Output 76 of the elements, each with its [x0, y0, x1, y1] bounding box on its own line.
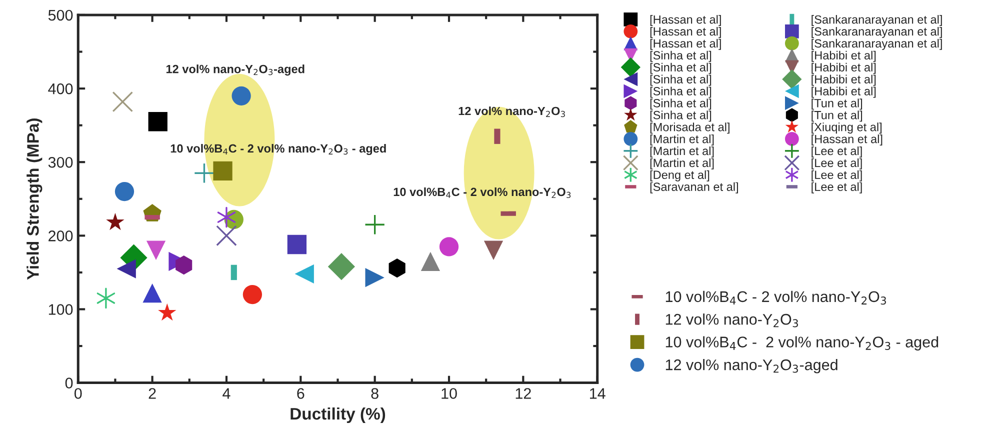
- legend-label: [Sinha et al]: [650, 110, 712, 122]
- legend-label: [Xiuqing et al]: [812, 122, 882, 134]
- point: [146, 240, 166, 260]
- point: [365, 268, 384, 288]
- point: [112, 91, 134, 112]
- legend-label: [Martin et al]: [650, 146, 714, 158]
- legend-label: 10 vol%B$_{4}$C - 2 vol% nano-Y$_{2}$O$_{3}$ - aged: [666, 336, 938, 350]
- x-tick-label: 8: [371, 388, 378, 399]
- point: [148, 112, 168, 132]
- x-tick-label: 12: [516, 388, 531, 399]
- legend-label: [Tun et al]: [812, 98, 862, 110]
- x-tick-label: 2: [148, 388, 156, 399]
- point: [158, 303, 176, 321]
- legend-label: [Sankaranarayanan et al]: [812, 38, 942, 50]
- legend-label: [Lee et al]: [812, 182, 862, 194]
- point: [232, 86, 251, 106]
- y-tick-label: 200: [48, 230, 73, 242]
- legend-label: [Martin et al]: [650, 134, 714, 146]
- legend-label: [Sinha et al]: [650, 74, 712, 86]
- y-tick-label: 100: [48, 304, 73, 315]
- legend-label: [Hassan et al]: [650, 15, 721, 26]
- legend-label: 12 vol% nano-Y$_{2}$O$_{3}$-aged: [666, 359, 838, 374]
- point: [213, 161, 232, 180]
- point: [176, 256, 192, 275]
- legend-label: [Morisada et al]: [650, 122, 730, 134]
- point: [217, 206, 236, 228]
- point: [287, 234, 307, 254]
- legend-label: [Deng et al]: [650, 170, 710, 182]
- y-tick-label: 400: [48, 83, 73, 94]
- legend-label: [Sinha et al]: [650, 62, 712, 74]
- point: [484, 240, 504, 260]
- point: [439, 237, 459, 256]
- legend-label: [Sinha et al]: [650, 50, 712, 62]
- point: [106, 212, 124, 230]
- point: [216, 225, 237, 246]
- y-tick-label: 500: [48, 10, 73, 21]
- legend-label: [Hassan et al]: [650, 26, 721, 38]
- x-tick-label: 10: [442, 388, 457, 399]
- x-tick-label: 4: [222, 388, 230, 399]
- legend-label: [Habibi et al]: [812, 62, 876, 74]
- y-tick-label: 0: [65, 378, 73, 388]
- y-tick-label: 300: [48, 156, 73, 168]
- point: [242, 284, 262, 304]
- y-axis-title: Yield Strength (MPa): [26, 118, 42, 280]
- legend-label: [Habibi et al]: [812, 74, 876, 86]
- point: [388, 258, 406, 278]
- point: [96, 288, 116, 309]
- legend-label: [Lee et al]: [812, 170, 862, 182]
- x-tick-label: 6: [297, 388, 304, 399]
- point: [142, 283, 162, 303]
- point: [294, 264, 314, 284]
- legend-label: [Lee et al]: [812, 158, 862, 170]
- legend-label: [Habibi et al]: [812, 50, 876, 62]
- x-axis-title: Ductility (%): [290, 407, 386, 423]
- legend-label: [Hassan et al]: [812, 134, 882, 146]
- legend-label: [Hassan et al]: [650, 38, 721, 50]
- legend-label: [Sinha et al]: [650, 86, 712, 98]
- legend-label: [Sinha et al]: [650, 98, 712, 110]
- legend-label: [Saravanan et al]: [650, 182, 738, 194]
- legend-label: [Habibi et al]: [812, 86, 876, 98]
- legend-label: 10 vol%B$_{4}$C - 2 vol% nano-Y$_{2}$O$_{3}$: [666, 290, 886, 305]
- point: [364, 214, 386, 236]
- x-tick-label: 14: [590, 388, 606, 399]
- x-tick-label: 0: [74, 388, 82, 399]
- point: [328, 253, 355, 280]
- point: [114, 182, 134, 202]
- point: [194, 162, 215, 184]
- point: [420, 252, 440, 271]
- legend-label: [Lee et al]: [812, 146, 862, 158]
- point: [116, 259, 136, 278]
- legend-label: [Tun et al]: [812, 110, 862, 122]
- annotation: 12 vol% nano-Y$_{2}$O$_{3}$-aged: [166, 64, 304, 76]
- legend-label: [Sankaranarayanan et al]: [812, 15, 942, 26]
- legend-label: [Sankaranarayanan et al]: [812, 26, 942, 38]
- legend-label: 12 vol% nano-Y$_{2}$O$_{3}$: [666, 314, 798, 328]
- legend-label: [Martin et al]: [650, 158, 714, 170]
